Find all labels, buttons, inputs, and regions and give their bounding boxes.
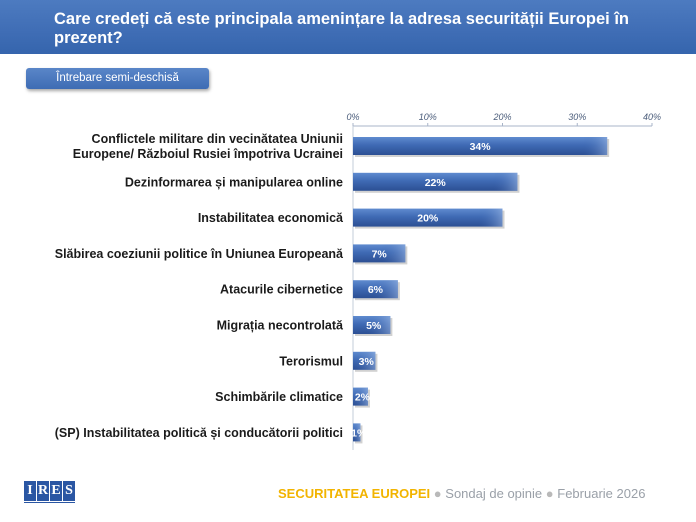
logo-underline bbox=[24, 502, 75, 503]
bar-highlight bbox=[366, 316, 391, 334]
footer-separator-2: ● bbox=[545, 486, 554, 501]
logo-letter: R bbox=[37, 481, 49, 501]
bar-highlight bbox=[478, 208, 503, 227]
bar-highlight bbox=[353, 351, 376, 370]
footer-survey: Sondaj de opinie bbox=[445, 486, 543, 501]
logo-letter: E bbox=[50, 481, 62, 501]
bar-value-label: 6% bbox=[368, 284, 384, 296]
bar-value-label: 2% bbox=[355, 392, 371, 404]
category-label: Instabilitatea economică bbox=[198, 211, 344, 225]
bar-highlight bbox=[493, 172, 518, 191]
x-tick-label: 40% bbox=[643, 112, 661, 122]
category-label: Schimbările climatice bbox=[215, 390, 343, 404]
logo-letter: S bbox=[63, 481, 75, 501]
bar-highlight bbox=[373, 280, 398, 299]
logo-letter: I bbox=[24, 481, 36, 501]
bar-highlight bbox=[381, 244, 406, 263]
bar-highlight bbox=[583, 137, 608, 155]
bar bbox=[353, 172, 518, 191]
x-tick-label: 20% bbox=[492, 112, 511, 122]
bar bbox=[353, 137, 608, 155]
bar-value-label: 1% bbox=[351, 427, 367, 439]
category-label: Europene/ Războiul Rusiei împotriva Ucra… bbox=[73, 147, 343, 161]
x-tick-label: 10% bbox=[419, 112, 437, 122]
bar-value-label: 20% bbox=[417, 213, 439, 225]
footer: SECURITATEA EUROPEI ● Sondaj de opinie ●… bbox=[278, 486, 645, 501]
bar-value-label: 3% bbox=[359, 356, 375, 368]
bar-value-label: 5% bbox=[366, 320, 382, 332]
category-label: Dezinformarea și manipularea online bbox=[125, 175, 343, 189]
bar bbox=[353, 208, 503, 227]
bar-value-label: 34% bbox=[470, 141, 492, 153]
footer-date: Februarie 2026 bbox=[557, 486, 646, 501]
category-label: Migrația necontrolată bbox=[217, 319, 344, 333]
question-type-badge: Întrebare semi-deschisă bbox=[26, 68, 209, 89]
bar-value-label: 7% bbox=[372, 248, 388, 260]
page-title-line-2: prezent? bbox=[54, 29, 123, 47]
bar-highlight bbox=[353, 423, 361, 442]
category-label: (SP) Instabilitatea politică și conducăt… bbox=[55, 426, 343, 440]
footer-topic: SECURITATEA EUROPEI bbox=[278, 486, 431, 501]
bar-value-label: 22% bbox=[425, 177, 447, 189]
x-tick-label: 30% bbox=[568, 112, 586, 122]
title-bar: Care credeți că este principala amenința… bbox=[0, 0, 696, 54]
category-label: Atacurile cibernetice bbox=[220, 283, 343, 297]
bar-highlight bbox=[353, 387, 368, 406]
x-tick-label: 0% bbox=[346, 112, 359, 122]
category-label: Conflictele militare din vecinătatea Uni… bbox=[92, 132, 343, 146]
category-label: Terorismul bbox=[279, 354, 343, 368]
page-title-line-1: Care credeți că este principala amenința… bbox=[54, 10, 629, 28]
footer-separator-1: ● bbox=[433, 486, 442, 501]
category-label: Slăbirea coeziunii politice în Uniunea E… bbox=[55, 247, 344, 261]
page-title: Care credeți că este principala amenința… bbox=[54, 10, 654, 48]
